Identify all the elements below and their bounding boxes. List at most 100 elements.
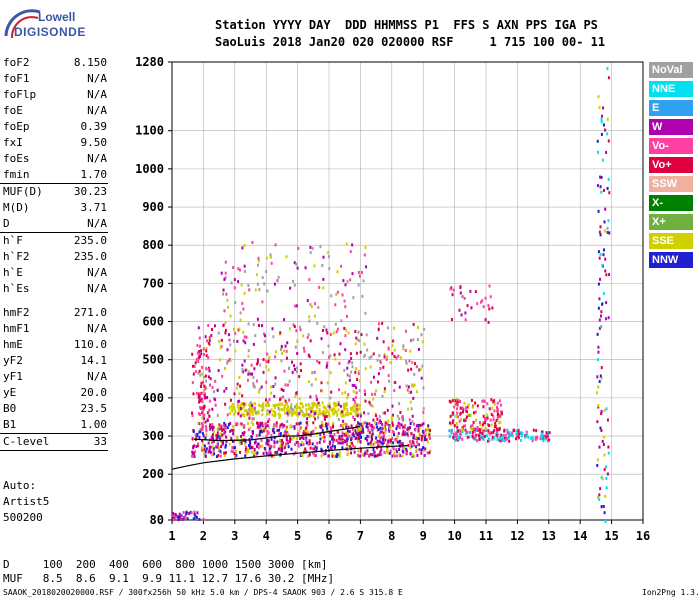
echo-point (463, 401, 466, 405)
echo-point (200, 448, 203, 452)
echo-point (482, 305, 485, 309)
echo-point (276, 403, 279, 407)
echo-point (391, 421, 394, 425)
echo-point (261, 424, 264, 428)
echo-point (293, 367, 296, 371)
echo-point (348, 429, 351, 433)
param-value: 235.0 (73, 250, 107, 263)
echo-point (202, 434, 205, 438)
param-row: foEs N/A (0, 151, 112, 167)
legend: NoVal NNE E W Vo- Vo+ SSW X- X+ SSE NNW (649, 62, 693, 271)
echo-point (344, 305, 347, 309)
echo-point (249, 446, 252, 450)
echo-point (262, 370, 265, 374)
echo-point (261, 444, 264, 448)
echo-point (276, 440, 279, 444)
param-name: B0 (3, 402, 17, 415)
echo-point (343, 299, 346, 303)
echo-point (269, 253, 272, 257)
echo-point (205, 346, 208, 350)
echo-point (342, 411, 345, 415)
echo-point (344, 381, 347, 385)
echo-point (481, 299, 484, 303)
echo-point (283, 405, 286, 409)
echo-point (238, 392, 241, 396)
echo-point (448, 434, 451, 438)
echo-point (359, 440, 362, 444)
echo-point (283, 369, 286, 373)
echo-point (515, 429, 518, 433)
echo-point (519, 431, 522, 435)
echo-point (326, 454, 329, 458)
echo-point (278, 438, 281, 442)
echo-point (341, 431, 344, 435)
echo-point (600, 175, 603, 179)
echo-point (307, 333, 310, 337)
echo-point (599, 487, 602, 491)
echo-point (265, 359, 268, 363)
echo-point (382, 436, 385, 440)
echo-point (235, 454, 238, 458)
echo-point (334, 303, 337, 307)
echo-point (244, 454, 247, 458)
echo-point (327, 404, 330, 408)
echo-point (234, 411, 237, 415)
echo-point (285, 425, 288, 429)
echo-point (285, 430, 288, 434)
echo-point (520, 434, 523, 438)
echo-point (376, 417, 379, 421)
x-tick-label: 12 (510, 529, 524, 543)
echo-point (496, 401, 499, 405)
echo-point (501, 438, 504, 442)
echo-point (401, 454, 404, 458)
echo-point (312, 421, 315, 425)
echo-point (364, 392, 367, 396)
echo-point (306, 299, 309, 303)
echo-point (264, 422, 267, 426)
echo-point (306, 417, 309, 421)
echo-point (233, 286, 236, 290)
echo-point (298, 375, 301, 379)
echo-point (305, 407, 308, 411)
echo-point (202, 517, 205, 521)
echo-point (195, 357, 198, 361)
echo-point (358, 389, 361, 393)
param-name: hmE (3, 338, 23, 351)
echo-point (226, 413, 229, 417)
y-tick-label: 1000 (135, 162, 164, 176)
echo-point (241, 301, 244, 305)
echo-point (275, 424, 278, 428)
echo-point (408, 426, 411, 430)
echo-point (419, 433, 422, 437)
echo-point (220, 427, 223, 431)
echo-point (305, 403, 308, 407)
echo-point (268, 398, 271, 402)
echo-point (606, 472, 609, 476)
echo-point (470, 398, 473, 402)
echo-point (299, 406, 302, 410)
echo-point (239, 384, 242, 388)
echo-point (402, 445, 405, 449)
param-name: MUF(D) (3, 185, 43, 198)
echo-point (211, 428, 214, 432)
echo-point (266, 429, 269, 433)
echo-point (232, 428, 235, 432)
echo-point (373, 450, 376, 454)
echo-point (197, 371, 200, 375)
echo-point (340, 264, 343, 268)
echo-point (296, 352, 299, 356)
echo-point (451, 399, 454, 403)
echo-point (457, 437, 460, 441)
echo-point (227, 333, 230, 337)
echo-point (244, 368, 247, 372)
echo-point (202, 421, 205, 425)
echo-point (372, 375, 375, 379)
echo-point (518, 432, 521, 436)
echo-point (253, 367, 256, 371)
echo-point (242, 307, 245, 311)
param-row: h`F 235.0 (0, 233, 112, 249)
echo-point (323, 410, 326, 414)
echo-point (249, 406, 252, 410)
param-name: foEs (3, 152, 30, 165)
echo-point (336, 438, 339, 442)
